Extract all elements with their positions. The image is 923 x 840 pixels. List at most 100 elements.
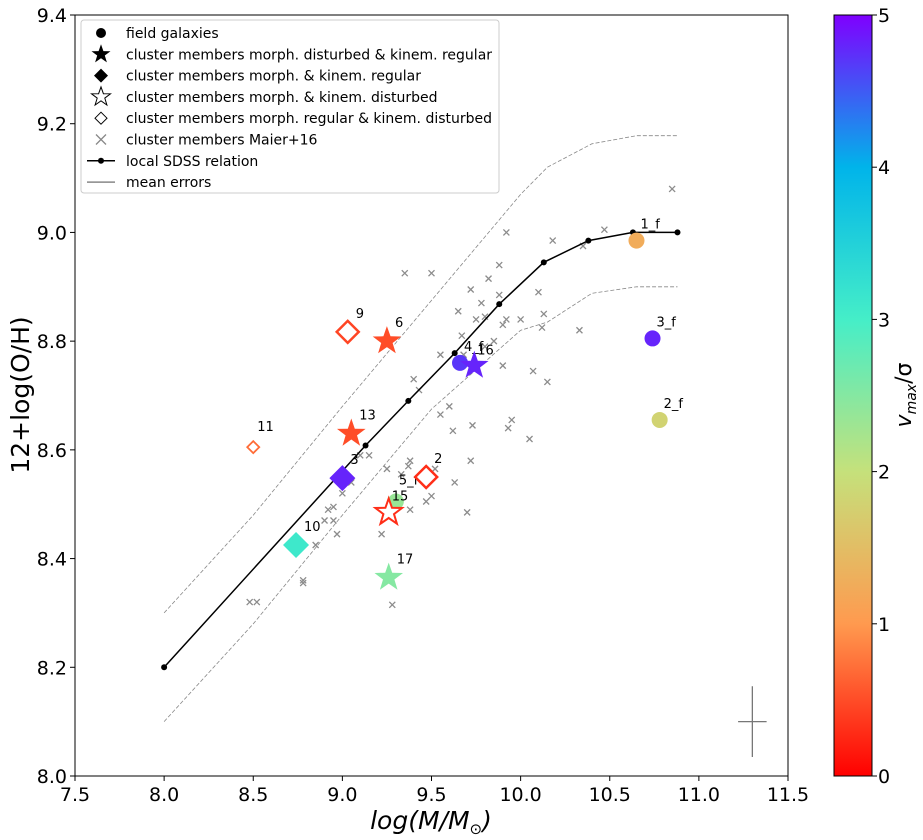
galaxy-label: 4_f [464, 340, 484, 355]
legend-label: cluster members Maier+16 [126, 133, 318, 149]
galaxy-label: 1_f [640, 218, 660, 233]
maier16-cross [502, 315, 510, 323]
maier16-cross [454, 307, 462, 315]
maier16-cross [299, 579, 307, 587]
sdss-relation-point [405, 397, 412, 404]
maier16-cross [365, 451, 373, 459]
colorbar-label: vmax/σ [892, 362, 920, 427]
y-tick-label: 8.8 [37, 331, 67, 353]
sdss-lower-line [163, 286, 678, 722]
galaxy-label: 16 [477, 344, 494, 359]
colorbar-gradient [833, 14, 873, 777]
sdss-relation-point [585, 237, 592, 244]
sdss-relation [161, 229, 681, 671]
legend-label: mean errors [126, 175, 211, 191]
maier16-cross [490, 337, 498, 345]
sdss-error-band [163, 135, 678, 722]
maier16-cross [330, 517, 337, 524]
legend-label: local SDSS relation [126, 154, 258, 170]
legend-label: cluster members morph. & kinem. disturbe… [126, 90, 438, 106]
sdss-upper-line [163, 135, 678, 614]
maier16-cross [467, 286, 475, 293]
x-axis-label-main: log(M/M [370, 806, 469, 835]
maier16-cross [388, 601, 396, 609]
maier16-cross [436, 351, 444, 359]
maier16-cross [538, 324, 546, 332]
maier16-cross [406, 457, 414, 465]
maier16-cross [495, 291, 503, 299]
legend-marker [91, 44, 111, 63]
colorbar-tick-label: 1 [878, 614, 890, 636]
y-tick-label: 8.6 [37, 440, 67, 462]
galaxy-marker [245, 439, 261, 455]
galaxy-marker [374, 562, 403, 590]
legend-label: cluster members morph. regular & kinem. … [126, 111, 492, 127]
y-tick-label: 8.4 [37, 549, 67, 571]
maier16-cross [428, 492, 435, 500]
y-tick-label: 9.4 [37, 5, 67, 27]
galaxy-label: 17 [397, 553, 414, 568]
maier16-cross [517, 315, 525, 323]
galaxy-marker [372, 495, 405, 527]
maier16-cross [508, 416, 516, 424]
galaxy-marker [628, 232, 645, 249]
maier16-cross [428, 269, 435, 277]
maier16-cross [540, 310, 548, 318]
x-axis-label: log(M/M⊙) [370, 806, 492, 838]
y-tick-label: 8.2 [37, 657, 67, 679]
maier16-cross [449, 427, 457, 435]
legend-label: cluster members morph. disturbed & kinem… [126, 47, 492, 63]
maier16-cross [246, 598, 254, 606]
maier16-cross [504, 424, 512, 432]
maier16-cross [463, 508, 471, 516]
mean-error-cross [738, 686, 767, 757]
maier16-cross [397, 470, 405, 478]
maier16-cross [324, 506, 332, 514]
maier16-cross [549, 237, 557, 245]
maier16-cross [499, 362, 507, 370]
legend-marker [98, 157, 104, 164]
maier16-cross [543, 378, 551, 386]
maier16-cross [451, 479, 459, 486]
maier16-cross [477, 299, 485, 307]
x-tick-label: 8.0 [149, 784, 179, 806]
maier16-cross [338, 489, 346, 497]
galaxy-marker [644, 330, 661, 347]
x-tick-label: 10.5 [589, 784, 631, 806]
maier16-cross [422, 498, 430, 505]
sdss-relation-point [674, 229, 681, 236]
maier16-cross [253, 598, 261, 606]
galaxy-marker [329, 465, 356, 492]
maier16-cross [410, 375, 418, 383]
maier16-cross [529, 367, 537, 375]
x-tick-label: 11.0 [678, 784, 720, 806]
sdss-relation-point [161, 664, 168, 671]
colorbar-tick-label: 5 [878, 5, 890, 27]
maier16-cross [472, 315, 480, 323]
galaxy-marker [460, 350, 489, 378]
legend-label: field galaxies [126, 26, 219, 42]
maier16-cross [481, 343, 489, 351]
legend-marker [96, 28, 106, 38]
colorbar-tick-label: 3 [878, 309, 890, 331]
legend: field galaxies cluster members morph. dis… [80, 19, 500, 194]
galaxy-label: 6 [395, 316, 403, 331]
colorbar-label-end: /σ [892, 362, 917, 383]
legend-box [80, 19, 500, 194]
x-tick-label: 9.0 [327, 784, 357, 806]
maier16-cross [406, 506, 414, 514]
y-axis-label: 12+log(O/H) [6, 316, 35, 473]
maier16-cross [312, 541, 320, 549]
x-axis-label-sub: ⊙ [470, 820, 483, 838]
colorbar-tick-label: 0 [878, 766, 890, 788]
galaxy-marker [283, 531, 310, 558]
galaxy-label: 3_f [657, 315, 677, 330]
sdss-relation-point [540, 259, 547, 266]
maier16-cross [668, 185, 676, 193]
colorbar-label-v: v [892, 413, 917, 427]
x-tick-label: 11.5 [767, 784, 809, 806]
y-tick-label: 9.0 [37, 222, 67, 244]
galaxy-marker [334, 319, 361, 345]
